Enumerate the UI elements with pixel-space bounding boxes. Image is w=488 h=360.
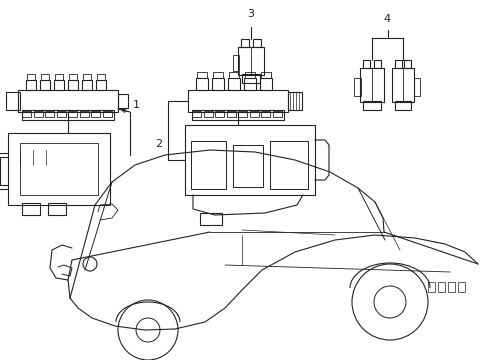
Bar xyxy=(191,141,225,189)
Bar xyxy=(437,282,444,292)
Bar xyxy=(272,111,281,117)
Bar xyxy=(48,203,66,215)
Bar xyxy=(91,111,100,117)
Bar xyxy=(102,111,111,117)
Bar xyxy=(8,133,110,205)
Bar xyxy=(226,111,235,117)
Bar xyxy=(232,55,239,71)
Bar xyxy=(196,78,207,90)
Bar xyxy=(97,74,105,80)
Bar xyxy=(41,74,49,80)
Bar xyxy=(22,203,40,215)
Text: 1: 1 xyxy=(133,100,140,110)
Bar xyxy=(212,78,224,90)
Bar xyxy=(213,72,223,78)
Bar xyxy=(238,111,246,117)
Bar xyxy=(261,72,270,78)
Bar xyxy=(413,78,419,96)
Bar xyxy=(26,80,36,90)
Bar xyxy=(27,74,35,80)
Bar xyxy=(20,143,98,195)
Bar xyxy=(228,72,239,78)
Bar xyxy=(269,141,307,189)
Bar xyxy=(244,72,254,78)
Bar xyxy=(427,282,434,292)
Bar xyxy=(68,80,78,90)
Bar xyxy=(118,94,128,108)
Bar xyxy=(83,74,91,80)
Bar xyxy=(252,39,261,47)
Bar xyxy=(57,111,65,117)
Bar xyxy=(192,110,284,120)
Bar xyxy=(260,78,271,90)
Bar xyxy=(96,80,106,90)
Bar xyxy=(249,111,258,117)
Bar xyxy=(232,145,263,187)
Bar xyxy=(187,90,287,112)
Bar xyxy=(6,92,20,110)
Bar xyxy=(238,47,264,75)
Bar xyxy=(244,78,256,90)
Bar xyxy=(197,72,206,78)
Text: 3: 3 xyxy=(247,9,254,19)
Bar xyxy=(373,60,380,68)
Bar xyxy=(54,80,64,90)
Bar xyxy=(261,111,269,117)
Bar xyxy=(457,282,464,292)
Bar xyxy=(362,60,369,68)
Bar xyxy=(80,111,88,117)
Bar xyxy=(184,125,314,195)
Bar xyxy=(203,111,212,117)
Text: 4: 4 xyxy=(383,14,390,24)
Bar xyxy=(394,60,401,68)
Bar xyxy=(353,78,360,96)
Bar xyxy=(227,78,240,90)
Bar xyxy=(192,111,201,117)
Text: 2: 2 xyxy=(155,139,162,149)
Bar xyxy=(403,60,410,68)
Bar xyxy=(22,111,31,117)
Bar xyxy=(22,110,114,120)
Bar xyxy=(200,213,222,225)
Bar xyxy=(215,111,224,117)
Bar xyxy=(68,111,77,117)
Bar xyxy=(242,74,260,83)
Bar xyxy=(34,111,42,117)
Bar xyxy=(55,74,63,80)
Bar xyxy=(82,80,92,90)
Bar xyxy=(362,101,380,110)
Bar xyxy=(447,282,454,292)
Bar xyxy=(394,101,410,110)
Bar xyxy=(391,68,413,102)
Bar xyxy=(40,80,50,90)
Bar xyxy=(241,39,248,47)
Bar xyxy=(287,92,302,110)
Bar xyxy=(69,74,77,80)
Bar xyxy=(45,111,54,117)
Bar xyxy=(18,90,118,112)
Bar xyxy=(359,68,383,102)
